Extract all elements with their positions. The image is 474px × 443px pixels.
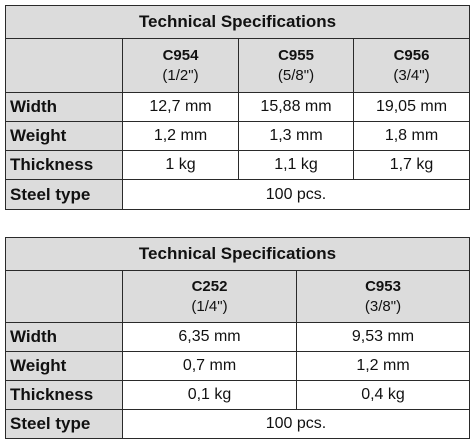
table-row: Thickness 1 kg 1,1 kg 1,7 kg <box>5 150 471 180</box>
product-size: (1/2") <box>162 66 199 84</box>
product-code: C252 <box>191 277 228 295</box>
table-row: Steel type 100 pcs. <box>5 409 470 439</box>
row-label: Steel type <box>5 409 123 439</box>
spec-table-1: Technical Specifications C954 (1/2") C95… <box>4 5 471 210</box>
value-cell: 6,35 mm <box>122 322 297 352</box>
value-cell: 1,1 kg <box>238 150 354 180</box>
table-row: Weight 1,2 mm 1,3 mm 1,8 mm <box>5 121 471 151</box>
row-label: Width <box>5 322 123 352</box>
row-label: Width <box>5 92 123 122</box>
product-code: C955 <box>278 46 314 64</box>
row-label: Thickness <box>5 380 123 410</box>
column-header-c955: C955 (5/8") <box>238 38 354 93</box>
product-size: (3/4") <box>393 66 430 84</box>
product-code: C956 <box>393 46 430 64</box>
row-label: Thickness <box>5 150 123 180</box>
value-cell: 1,8 mm <box>352 121 471 151</box>
table-row: Steel type 100 pcs. <box>5 179 471 210</box>
column-header-c953: C953 (3/8") <box>296 270 470 323</box>
column-header-c252: C252 (1/4") <box>122 270 297 323</box>
table-row: Weight 0,7 mm 1,2 mm <box>5 351 470 381</box>
row-label: Weight <box>5 351 123 381</box>
value-cell: 9,53 mm <box>296 322 470 352</box>
product-code: C953 <box>365 277 401 295</box>
value-cell: 12,7 mm <box>122 92 239 122</box>
row-label: Steel type <box>5 179 123 210</box>
product-size: (1/4") <box>191 297 228 315</box>
table-title: Technical Specifications <box>5 237 470 271</box>
spec-table-2: Technical Specifications C252 (1/4") C95… <box>5 237 470 439</box>
column-header-c954: C954 (1/2") <box>122 38 239 93</box>
value-cell: 1,2 mm <box>296 351 470 381</box>
product-size: (3/8") <box>364 297 402 315</box>
table-row: Thickness 0,1 kg 0,4 kg <box>5 380 470 410</box>
value-cell: 1,3 mm <box>238 121 354 151</box>
corner-cell <box>5 270 123 323</box>
value-cell: 0,7 mm <box>122 351 297 381</box>
value-cell: 1,2 mm <box>122 121 239 151</box>
value-cell: 19,05 mm <box>352 92 471 122</box>
value-cell: 1 kg <box>122 150 239 180</box>
product-code: C954 <box>162 46 199 64</box>
value-cell: 15,88 mm <box>238 92 354 122</box>
product-size: (5/8") <box>277 66 315 84</box>
value-cell: 100 pcs. <box>122 409 470 439</box>
table-row: Width 6,35 mm 9,53 mm <box>5 322 470 352</box>
row-label: Weight <box>5 121 123 151</box>
value-cell: 0,4 kg <box>296 380 470 410</box>
table-row: Width 12,7 mm 15,88 mm 19,05 mm <box>5 92 471 122</box>
corner-cell <box>5 38 123 93</box>
value-cell: 1,7 kg <box>352 150 471 180</box>
value-cell: 0,1 kg <box>122 380 297 410</box>
table-title: Technical Specifications <box>4 5 471 39</box>
value-cell: 100 pcs. <box>121 179 471 210</box>
column-header-c956: C956 (3/4") <box>352 38 471 93</box>
